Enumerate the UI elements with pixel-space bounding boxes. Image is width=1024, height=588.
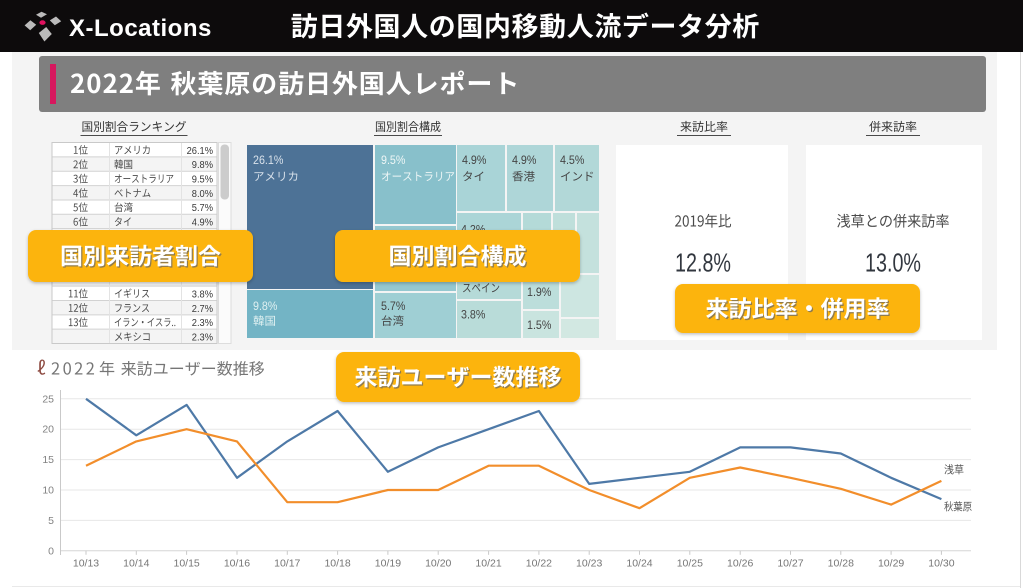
svg-text:2.7%: 2.7% bbox=[192, 304, 213, 315]
svg-text:26.1%: 26.1% bbox=[253, 155, 283, 167]
svg-text:1.9%: 1.9% bbox=[527, 287, 551, 299]
svg-text:1.5%: 1.5% bbox=[527, 320, 551, 332]
svg-text:10/30: 10/30 bbox=[928, 557, 954, 569]
svg-text:4.9%: 4.9% bbox=[462, 155, 486, 167]
svg-text:26.1%: 26.1% bbox=[187, 146, 213, 157]
svg-text:10/24: 10/24 bbox=[626, 557, 652, 569]
svg-text:10/17: 10/17 bbox=[274, 557, 300, 569]
svg-text:10/27: 10/27 bbox=[777, 557, 803, 569]
svg-text:15: 15 bbox=[42, 454, 54, 466]
svg-text:9.5%: 9.5% bbox=[192, 175, 213, 186]
svg-text:9.8%: 9.8% bbox=[253, 301, 277, 313]
svg-text:10/13: 10/13 bbox=[73, 557, 99, 569]
svg-text:0: 0 bbox=[48, 545, 54, 557]
svg-text:5.7%: 5.7% bbox=[192, 203, 213, 214]
svg-text:5: 5 bbox=[48, 515, 54, 527]
svg-text:3.8%: 3.8% bbox=[192, 289, 213, 300]
svg-text:4.9%: 4.9% bbox=[192, 218, 213, 229]
svg-text:2.3%: 2.3% bbox=[192, 318, 213, 329]
svg-text:12.8%: 12.8% bbox=[675, 248, 731, 278]
svg-text:10/15: 10/15 bbox=[173, 557, 199, 569]
svg-text:9.5%: 9.5% bbox=[381, 155, 405, 167]
svg-text:10/22: 10/22 bbox=[526, 557, 552, 569]
svg-text:3.8%: 3.8% bbox=[461, 310, 485, 322]
svg-text:10/23: 10/23 bbox=[576, 557, 602, 569]
svg-text:X-Locations: X-Locations bbox=[69, 15, 212, 42]
svg-text:13.0%: 13.0% bbox=[865, 248, 921, 278]
svg-text:25: 25 bbox=[42, 393, 54, 405]
svg-text:4.5%: 4.5% bbox=[560, 155, 584, 167]
svg-text:10/14: 10/14 bbox=[123, 557, 149, 569]
svg-text:10/18: 10/18 bbox=[324, 557, 350, 569]
svg-text:4.9%: 4.9% bbox=[512, 155, 536, 167]
svg-text:10/19: 10/19 bbox=[375, 557, 401, 569]
svg-text:10: 10 bbox=[42, 485, 54, 497]
svg-text:10/26: 10/26 bbox=[727, 557, 753, 569]
svg-text:9.8%: 9.8% bbox=[192, 160, 213, 171]
svg-text:10/25: 10/25 bbox=[677, 557, 703, 569]
svg-text:8.0%: 8.0% bbox=[192, 189, 213, 200]
svg-text:2.3%: 2.3% bbox=[192, 332, 213, 343]
svg-text:10/29: 10/29 bbox=[878, 557, 904, 569]
svg-text:10/16: 10/16 bbox=[224, 557, 250, 569]
svg-text:5.7%: 5.7% bbox=[381, 301, 405, 313]
svg-text:10/28: 10/28 bbox=[828, 557, 854, 569]
svg-text:10/21: 10/21 bbox=[475, 557, 501, 569]
svg-text:10/20: 10/20 bbox=[425, 557, 451, 569]
svg-text:20: 20 bbox=[42, 424, 54, 436]
